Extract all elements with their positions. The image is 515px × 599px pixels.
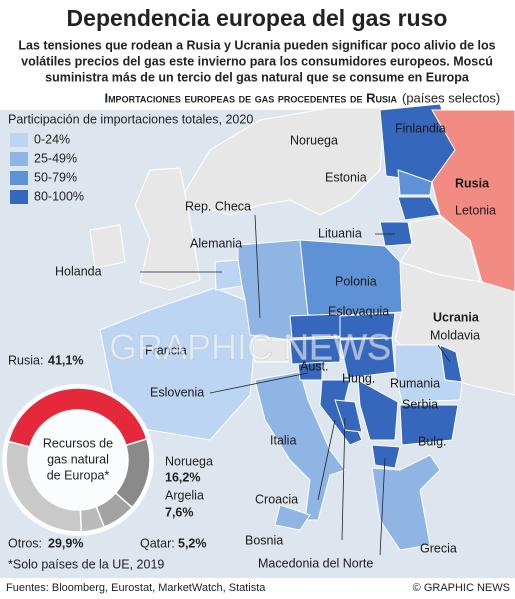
bosnia <box>334 399 363 433</box>
map <box>89 103 515 551</box>
country-label: Holanda <box>55 264 102 278</box>
legend-label: 25-49% <box>34 151 77 165</box>
subtitle: volátiles precios del gas este invierno … <box>21 54 493 68</box>
country-label: Macedonia del Norte <box>258 556 373 570</box>
donut-value-label: 16,2% <box>165 470 200 484</box>
legend-swatch <box>10 171 28 185</box>
ireland <box>89 224 126 269</box>
source: Fuentes: Bloomberg, Eurostat, MarketWatc… <box>6 582 266 594</box>
donut-center-label: gas natural <box>47 452 109 466</box>
section-note: (países selectos) <box>402 90 500 105</box>
country-label: Rusia <box>455 176 490 190</box>
country-label: Alemania <box>190 236 242 250</box>
uk <box>134 167 201 291</box>
donut-value-label: 7,6% <box>165 505 194 519</box>
country-label: Eslovenia <box>150 385 204 399</box>
country-label: Rumania <box>390 376 440 390</box>
legend-title: Participación de importaciones totales, … <box>8 112 253 126</box>
legend-swatch <box>10 133 28 147</box>
legend-swatch <box>10 190 28 204</box>
country-label: Bulg. <box>418 434 447 448</box>
donut-slice <box>5 440 83 533</box>
donut-chart: Recursos de gas natural de Europa* Rusia: 41… <box>2 353 213 550</box>
country-label: Croacia <box>255 492 298 506</box>
footnote: *Solo países de la UE, 2019 <box>8 557 164 571</box>
map-labels: Finlandia Noruega Estonia Rusia Letonia Rep. … <box>55 121 496 570</box>
donut-value-label: 29,9% <box>48 536 83 550</box>
legend-swatch <box>10 152 28 166</box>
scandinavia <box>179 107 386 216</box>
austria <box>289 337 341 365</box>
subtitle: Las tensiones que rodean a Rusia y Ucran… <box>18 38 495 52</box>
watermark: GRAPHIC NEWS <box>109 327 391 368</box>
greece <box>371 454 441 551</box>
country-label: Moldavia <box>430 328 480 342</box>
legend-label: 0-24% <box>34 132 70 146</box>
country-label: Grecia <box>420 541 457 555</box>
estonia <box>397 169 433 196</box>
donut-value-label: 41,1% <box>48 353 83 367</box>
country-label: Francia <box>145 343 187 357</box>
italy <box>254 371 346 521</box>
country-label: Rep. Checa <box>185 199 251 213</box>
country-label: Eslovaquia <box>328 304 389 318</box>
title: Dependencia europea del gas ruso <box>67 5 448 31</box>
credit: © GRAPHIC NEWS <box>413 582 510 594</box>
footer <box>0 578 515 599</box>
section-title: Importaciones europeas de gas procedente… <box>104 90 397 105</box>
donut-category: Rusia: <box>8 353 43 367</box>
country-label: Letonia <box>455 203 496 217</box>
latvia <box>397 196 441 221</box>
legend-label: 50-79% <box>34 170 77 184</box>
subtitle: suministra más de un tercio del gas natu… <box>45 70 470 84</box>
north-macedonia <box>371 444 401 469</box>
donut-category: Otros: <box>8 536 42 550</box>
country-label: Lituania <box>318 226 362 240</box>
country-label: Hung. <box>342 371 375 385</box>
donut-category: Qatar: <box>140 536 175 550</box>
donut-center-label: Recursos de <box>43 436 113 450</box>
switzerland <box>251 339 291 363</box>
country-label: Italia <box>270 433 296 447</box>
legend-label: 80-100% <box>34 189 84 203</box>
donut-center-label: de Europa* <box>47 468 110 482</box>
serbia <box>357 379 399 441</box>
donut-category: Noruega <box>165 454 213 468</box>
donut-value-label: 5,2% <box>178 536 207 550</box>
netherlands <box>214 259 243 291</box>
donut-slice <box>7 387 148 448</box>
country-label: Finlandia <box>395 121 446 135</box>
country-label: Estonia <box>325 170 367 184</box>
country-label: Aust. <box>300 359 329 373</box>
country-label: Bosnia <box>245 533 283 547</box>
country-label: Ucrania <box>433 310 480 324</box>
legend: 0-24% 25-49% 50-79% 80-100% <box>10 132 84 204</box>
bulgaria <box>399 404 459 446</box>
country-label: Serbia <box>402 397 438 411</box>
donut-category: Argelia <box>165 488 204 502</box>
leader-lines <box>140 214 451 556</box>
sicily <box>274 504 311 531</box>
country-label: Polonia <box>335 274 377 288</box>
country-label: Noruega <box>290 133 338 147</box>
romania <box>394 344 463 403</box>
